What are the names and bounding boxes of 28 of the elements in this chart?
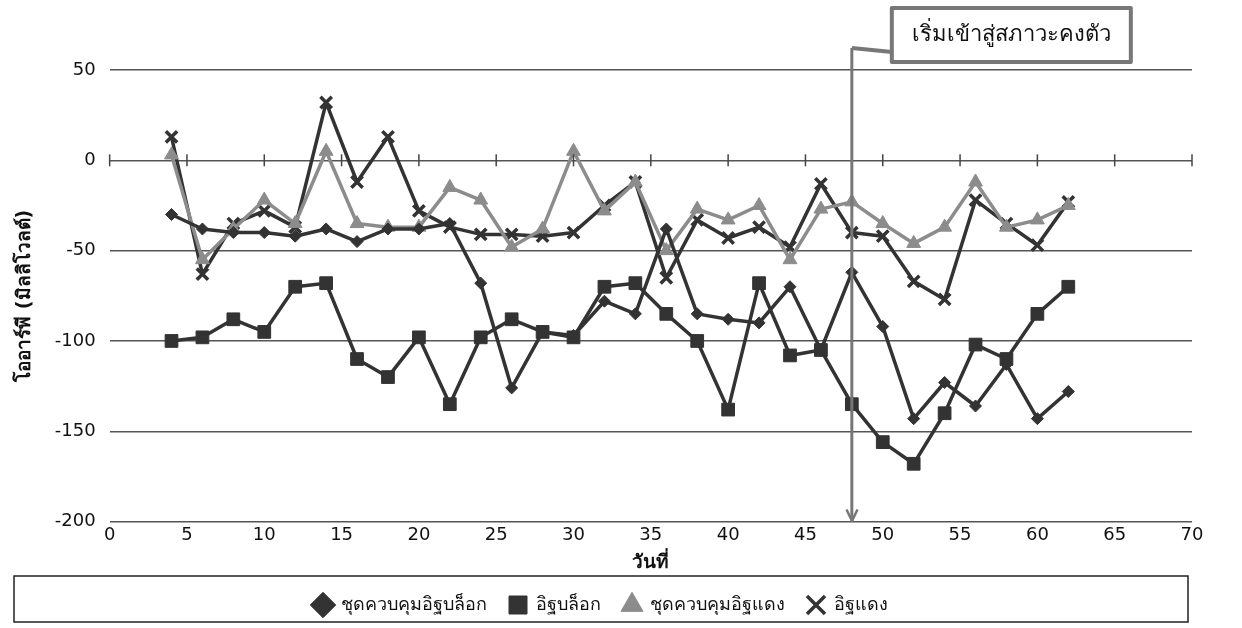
x-tick-label: 40 bbox=[716, 523, 740, 545]
x-tick-label: 30 bbox=[562, 523, 585, 545]
legend-label: อิฐบล็อก bbox=[536, 591, 601, 615]
x-tick-label: 5 bbox=[181, 523, 193, 545]
x-tick-label: 25 bbox=[484, 523, 508, 545]
x-tick-label: 20 bbox=[407, 523, 431, 545]
x-axis-title: วันที่ bbox=[632, 547, 670, 572]
y-tick-label: -50 bbox=[66, 238, 96, 260]
x-tick-label: 15 bbox=[330, 523, 354, 545]
y-axis-title: โออาร์พี (มิลลิโวลต์) bbox=[12, 209, 35, 383]
x-tick-label: 35 bbox=[639, 523, 663, 545]
legend-label: อิฐแดง bbox=[834, 592, 888, 615]
x-tick-label: 0 bbox=[103, 523, 116, 545]
ref-line-label: เริ่มเข้าสู่สภาวะคงตัว bbox=[911, 17, 1111, 47]
y-tick-label: -150 bbox=[54, 418, 96, 440]
legend-label: ชุดควบคุมอิฐแดง bbox=[650, 592, 785, 615]
x-tick-label: 60 bbox=[1025, 523, 1049, 545]
y-tick-label: -100 bbox=[54, 328, 96, 350]
y-tick-label: 50 bbox=[72, 57, 96, 79]
x-tick-label: 70 bbox=[1180, 523, 1204, 545]
x-tick-label: 55 bbox=[948, 523, 972, 545]
x-tick-label: 50 bbox=[871, 523, 895, 545]
x-tick-label: 10 bbox=[252, 523, 276, 545]
x-tick-label: 45 bbox=[793, 523, 817, 545]
y-tick-label: -200 bbox=[54, 509, 96, 531]
x-tick-label: 65 bbox=[1103, 523, 1127, 545]
legend-label: ชุดควบคุมอิฐบล็อก bbox=[341, 591, 487, 615]
y-tick-label: 0 bbox=[84, 147, 96, 169]
